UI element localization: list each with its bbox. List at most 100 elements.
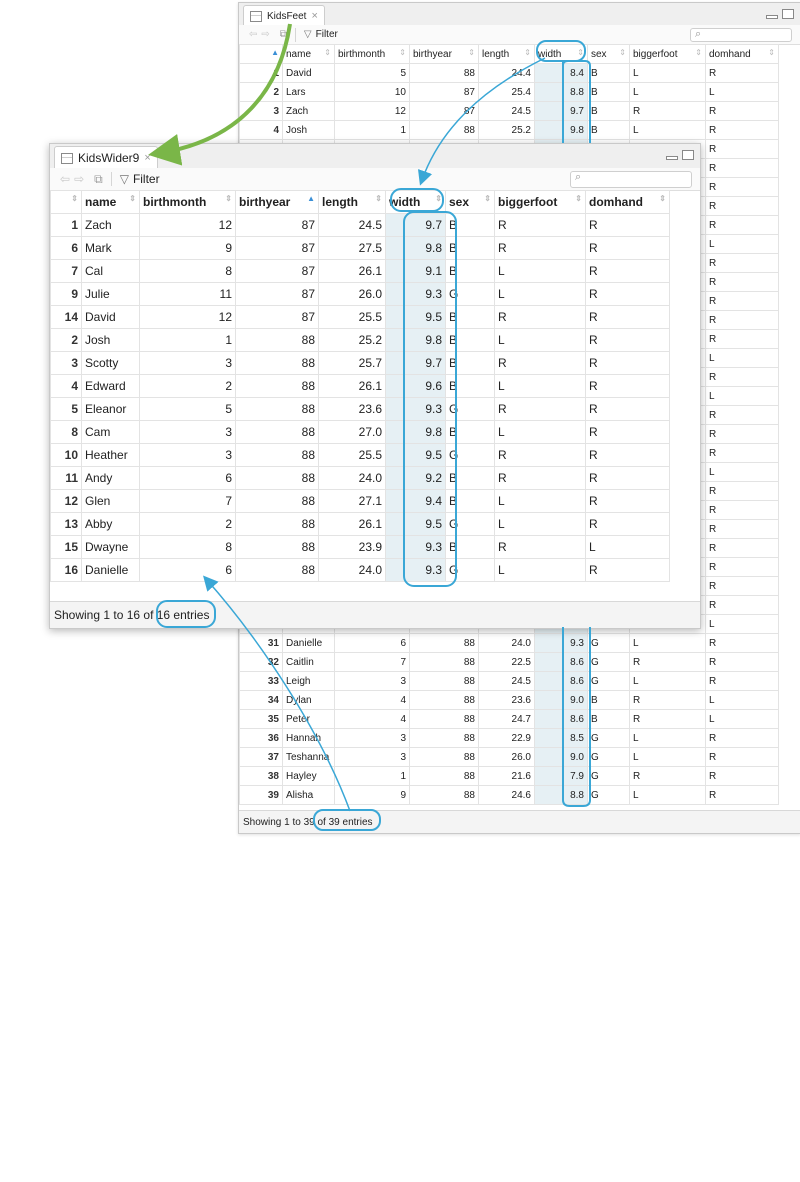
cell-width: 9.7: [385, 213, 446, 237]
cell-length: 24.6: [478, 785, 535, 805]
cell-length: 22.5: [478, 652, 535, 672]
sort-icon[interactable]: ⇕: [225, 194, 232, 203]
column-header-length[interactable]: length ⇕: [318, 190, 386, 214]
cell-name: Alisha: [282, 785, 335, 805]
sort-icon[interactable]: ⇕: [484, 194, 491, 203]
sort-icon[interactable]: ⇕: [659, 194, 666, 203]
column-header-domhand[interactable]: domhand ⇕: [585, 190, 670, 214]
cell-domhand: R: [705, 329, 779, 349]
cell-domhand: R: [585, 213, 670, 237]
sort-icon[interactable]: ⇕: [129, 194, 136, 203]
sort-icon[interactable]: ▲: [271, 48, 279, 57]
kidsfeet-filter-button[interactable]: Filter: [315, 29, 338, 40]
close-icon[interactable]: ×: [144, 152, 151, 164]
kidsfeet-footer: Showing 1 to 39 of 39 entries: [239, 810, 800, 833]
cell-biggerfoot: L: [494, 489, 586, 513]
column-header-rownum[interactable]: ▲: [239, 44, 283, 64]
sort-icon[interactable]: ⇕: [375, 194, 382, 203]
kidsfeet-search-input[interactable]: ⌕: [690, 28, 792, 42]
cell-birthyear: 88: [409, 690, 479, 710]
filter-icon[interactable]: ▽: [119, 172, 129, 186]
column-header-sex[interactable]: sex ⇕: [445, 190, 495, 214]
column-header-length[interactable]: length ⇕: [478, 44, 535, 64]
cell-birthyear: 87: [409, 101, 479, 121]
kidswider9-tab[interactable]: KidsWider9 ×: [54, 146, 158, 169]
cell-biggerfoot: R: [629, 709, 706, 729]
sort-icon[interactable]: ⇕: [577, 48, 584, 57]
table-row: 1 David 5 88 24.4 8.4 B L R: [239, 63, 779, 83]
forward-arrow-icon[interactable]: ⇨: [261, 29, 270, 40]
column-header-name[interactable]: name ⇕: [81, 190, 140, 214]
sort-icon[interactable]: ⇕: [468, 48, 475, 57]
cell-birthyear: 88: [235, 420, 319, 444]
cell-rownum: 32: [239, 652, 283, 672]
cell-birthmonth: 3: [139, 443, 236, 467]
minimize-icon[interactable]: [766, 15, 778, 19]
column-header-sex[interactable]: sex ⇕: [587, 44, 630, 64]
maximize-icon[interactable]: [782, 9, 794, 19]
cell-birthyear: 88: [409, 633, 479, 653]
cell-biggerfoot: L: [494, 512, 586, 536]
cell-domhand: R: [705, 766, 779, 786]
column-header-birthyear[interactable]: birthyear ▲: [235, 190, 319, 214]
maximize-icon[interactable]: [682, 150, 694, 160]
cell-birthmonth: 3: [334, 671, 410, 691]
column-header-birthmonth[interactable]: birthmonth ⇕: [139, 190, 236, 214]
cell-sex: B: [445, 236, 495, 260]
cell-domhand: R: [705, 500, 779, 520]
sort-icon[interactable]: ▲: [307, 194, 315, 203]
close-icon[interactable]: ×: [311, 10, 318, 22]
cell-biggerfoot: L: [629, 728, 706, 748]
cell-width: 8.4: [534, 63, 588, 83]
cell-rownum: 3: [239, 101, 283, 121]
sort-icon[interactable]: ⇕: [768, 48, 775, 57]
column-header-birthyear[interactable]: birthyear ⇕: [409, 44, 479, 64]
table-row: 35 Peter 4 88 24.7 8.6 B R L: [239, 709, 779, 729]
sort-icon[interactable]: ⇕: [435, 194, 442, 203]
minimize-icon[interactable]: [666, 156, 678, 160]
cell-name: Heather: [81, 443, 140, 467]
forward-arrow-icon[interactable]: ⇨: [74, 172, 85, 186]
popout-icon[interactable]: ⧉: [279, 29, 287, 40]
cell-length: 25.4: [478, 82, 535, 102]
cell-biggerfoot: R: [494, 351, 586, 375]
kidsfeet-tab[interactable]: KidsFeet ×: [243, 5, 325, 26]
column-header-biggerfoot[interactable]: biggerfoot ⇕: [629, 44, 706, 64]
sort-icon[interactable]: ⇕: [71, 194, 78, 203]
cell-name: Zach: [81, 213, 140, 237]
back-arrow-icon[interactable]: ⇦: [249, 29, 258, 40]
column-header-domhand[interactable]: domhand ⇕: [705, 44, 779, 64]
cell-length: 22.9: [478, 728, 535, 748]
column-header-name[interactable]: name ⇕: [282, 44, 335, 64]
kidsfeet-toolbar: ⇦ ⇨ ⧉ ▽ Filter ⌕: [239, 25, 800, 45]
sort-icon[interactable]: ⇕: [399, 48, 406, 57]
filter-icon[interactable]: ▽: [303, 29, 312, 40]
cell-width: 9.3: [385, 535, 446, 559]
sort-icon[interactable]: ⇕: [619, 48, 626, 57]
column-header-biggerfoot[interactable]: biggerfoot ⇕: [494, 190, 586, 214]
column-header-birthmonth[interactable]: birthmonth ⇕: [334, 44, 410, 64]
cell-domhand: R: [705, 671, 779, 691]
cell-name: Josh: [81, 328, 140, 352]
cell-sex: B: [445, 535, 495, 559]
cell-biggerfoot: R: [629, 766, 706, 786]
cell-biggerfoot: L: [494, 558, 586, 582]
sort-icon[interactable]: ⇕: [324, 48, 331, 57]
sort-icon[interactable]: ⇕: [575, 194, 582, 203]
cell-domhand: R: [705, 557, 779, 577]
back-arrow-icon[interactable]: ⇦: [60, 172, 71, 186]
cell-biggerfoot: L: [629, 747, 706, 767]
sort-icon[interactable]: ⇕: [524, 48, 531, 57]
kidswider9-search-input[interactable]: ⌕: [570, 171, 692, 188]
sort-icon[interactable]: ⇕: [695, 48, 702, 57]
column-header-width[interactable]: width ⇕: [385, 190, 446, 214]
cell-length: 24.0: [478, 633, 535, 653]
column-header-rownum[interactable]: ⇕: [50, 190, 82, 214]
popout-icon[interactable]: ⧉: [94, 171, 103, 186]
column-header-width[interactable]: width ⇕: [534, 44, 588, 64]
cell-length: 24.5: [478, 101, 535, 121]
cell-rownum: 34: [239, 690, 283, 710]
cell-name: Julie: [81, 282, 140, 306]
kidswider9-filter-button[interactable]: Filter: [132, 172, 160, 186]
cell-biggerfoot: L: [494, 328, 586, 352]
